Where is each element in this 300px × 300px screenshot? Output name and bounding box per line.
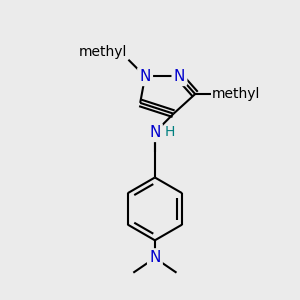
Text: methyl: methyl (212, 87, 260, 101)
Text: methyl: methyl (79, 45, 128, 59)
Text: N: N (149, 125, 160, 140)
Text: N: N (174, 69, 185, 84)
Text: H: H (165, 125, 175, 139)
Text: N: N (149, 250, 160, 266)
Text: N: N (140, 69, 151, 84)
